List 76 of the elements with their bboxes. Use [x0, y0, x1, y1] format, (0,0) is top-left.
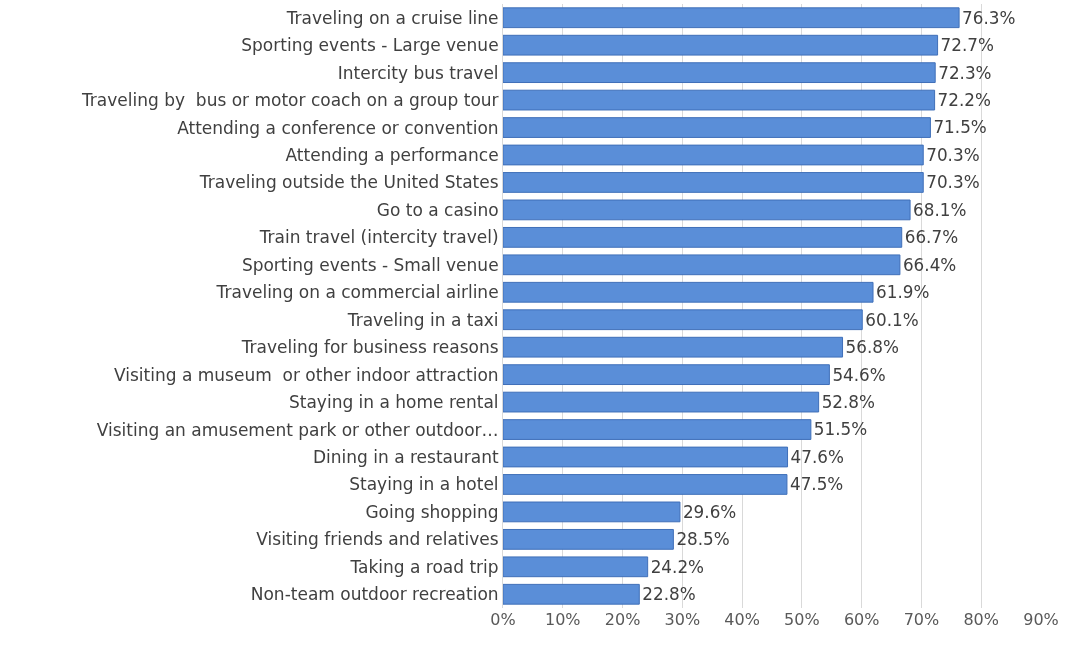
x-tick-label: 10%: [545, 610, 581, 629]
data-label: 24.2%: [650, 556, 705, 577]
x-tick-label: 80%: [963, 610, 999, 629]
data-label: 47.5%: [789, 474, 844, 495]
y-tick-label: Visiting a museum or other indoor attraction: [114, 364, 499, 385]
bar: [503, 309, 863, 331]
data-label: 56.8%: [845, 337, 899, 358]
y-tick-label: Go to a casino: [376, 199, 499, 220]
y-tick-label: Traveling for business reasons: [240, 337, 499, 358]
y-tick-label: Staying in a hotel: [349, 474, 499, 495]
bar: [503, 172, 924, 193]
x-tick-label: 90%: [1023, 610, 1059, 629]
data-label: 29.6%: [682, 501, 737, 522]
bar: [503, 117, 931, 138]
data-label: 70.3%: [926, 144, 980, 165]
bar: [503, 474, 788, 495]
bar: [503, 226, 903, 248]
data-label: 70.3%: [926, 172, 980, 193]
bar: [503, 7, 960, 29]
y-tick-label: Staying in a home rental: [288, 392, 499, 413]
bar: [503, 62, 936, 84]
y-tick-label: Attending a performance: [285, 144, 499, 165]
data-label: 61.9%: [876, 282, 930, 303]
y-tick-label: Traveling on a commercial airline: [215, 282, 499, 303]
data-label: 22.8%: [642, 584, 696, 605]
y-tick-label: Visiting an amusement park or other outdoor…: [96, 419, 499, 440]
bar: [503, 281, 874, 303]
data-label: 66.7%: [904, 227, 959, 248]
y-tick-label: Non-team outdoor recreation: [250, 584, 499, 605]
data-label: 66.4%: [902, 254, 957, 275]
data-label: 72.2%: [937, 90, 991, 111]
bar: [503, 144, 924, 166]
bar: [503, 391, 820, 413]
y-tick-label: Dining in a restaurant: [312, 446, 499, 467]
bar: [503, 199, 911, 221]
y-tick-label: Intercity bus travel: [337, 62, 499, 83]
bar: [503, 364, 830, 386]
bar: [503, 528, 674, 550]
bar: [503, 34, 939, 56]
bar: [503, 419, 812, 440]
x-tick-label: 70%: [903, 610, 940, 629]
data-label: 72.7%: [940, 35, 994, 56]
data-label: 54.6%: [832, 364, 886, 385]
x-tick-label: 30%: [664, 610, 701, 629]
data-label: 68.1%: [913, 199, 967, 220]
y-tick-label: Train travel (intercity travel): [258, 227, 499, 248]
data-label: 71.5%: [933, 117, 987, 138]
data-label: 51.5%: [813, 419, 868, 440]
x-tick-label: 40%: [724, 610, 760, 629]
bar: [503, 89, 936, 111]
x-tick-label: 20%: [604, 610, 641, 629]
bar: [503, 583, 640, 605]
bar: [503, 556, 649, 578]
y-tick-label: Visiting friends and relatives: [256, 529, 499, 550]
bar: [503, 501, 681, 523]
y-tick-label: Taking a road trip: [349, 556, 499, 577]
bar: [503, 254, 901, 276]
y-tick-label: Traveling on a cruise line: [285, 7, 499, 28]
data-label: 28.5%: [676, 529, 730, 550]
data-label: 47.6%: [790, 446, 844, 467]
y-tick-label: Going shopping: [365, 501, 499, 522]
x-tick-label: 50%: [784, 610, 820, 629]
y-tick-label: Traveling in a taxi: [346, 309, 499, 330]
y-tick-label: Traveling outside the United States: [198, 172, 499, 193]
x-tick-label: 0%: [490, 610, 516, 629]
y-tick-label: Sporting events - Large venue: [241, 35, 499, 56]
data-label: 72.3%: [938, 62, 992, 83]
bar: [503, 446, 789, 468]
y-tick-label: Traveling by bus or motor coach on a group tour: [80, 90, 499, 111]
data-label: 60.1%: [865, 309, 919, 330]
data-label: 76.3%: [962, 7, 1016, 28]
bar: [503, 336, 844, 358]
y-tick-label: Attending a conference or convention: [177, 117, 499, 138]
data-label: 52.8%: [821, 392, 876, 413]
y-tick-label: Sporting events - Small venue: [241, 254, 499, 275]
x-tick-label: 60%: [843, 610, 880, 629]
